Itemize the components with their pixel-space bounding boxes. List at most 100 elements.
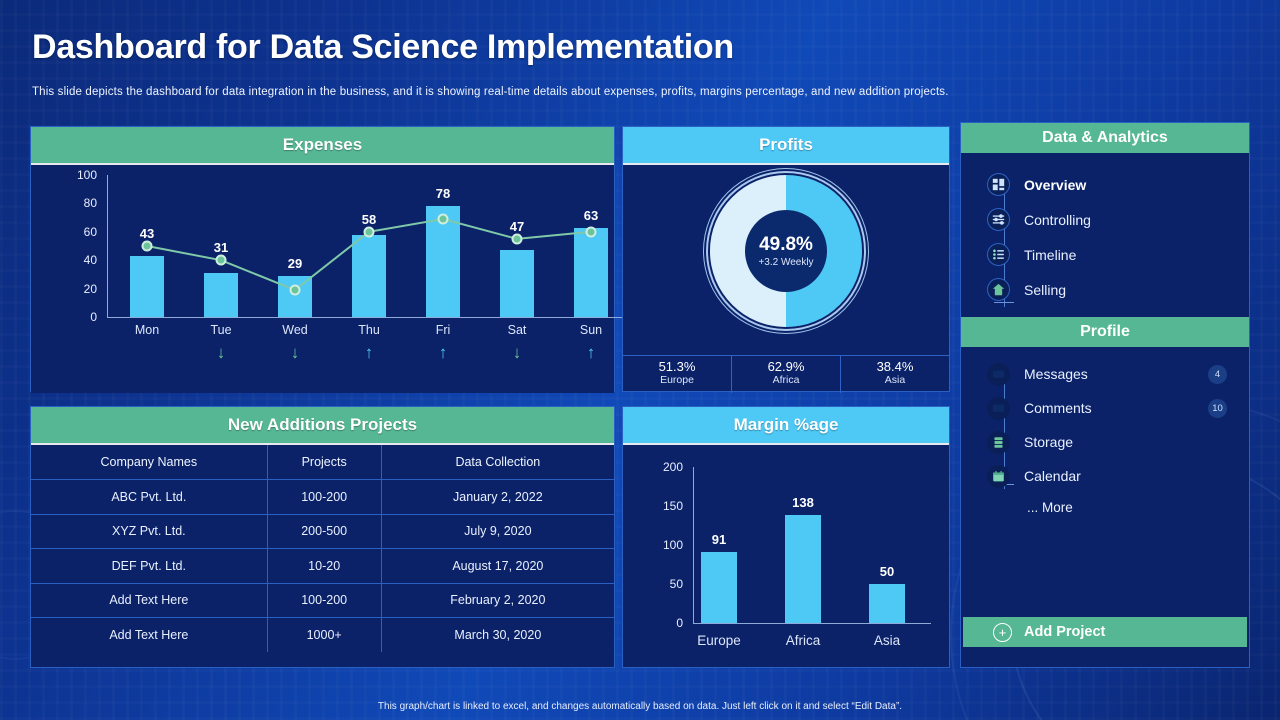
margin-title: Margin %age — [623, 407, 949, 443]
table-row[interactable]: XYZ Pvt. Ltd. 200-500 July 9, 2020 — [31, 514, 614, 549]
donut-center: 49.8% +3.2 Weekly — [745, 210, 827, 292]
message-icon — [987, 362, 1010, 386]
plus-icon: + — [993, 622, 1012, 642]
profile-item-label: Calendar — [1024, 468, 1081, 484]
projects-table: Company Names Projects Data Collection ABC… — [31, 445, 614, 652]
trend-arrow-down: ↓ — [512, 343, 522, 362]
profile-item-storage[interactable]: Storage — [961, 425, 1249, 459]
table-cell: February 2, 2020 — [381, 583, 614, 618]
expenses-bar[interactable] — [130, 255, 164, 317]
sidebar-item-overview[interactable]: Overview — [961, 167, 1249, 202]
trend-marker[interactable] — [141, 240, 153, 252]
expenses-bar[interactable] — [278, 275, 312, 317]
table-cell: XYZ Pvt. Ltd. — [31, 514, 268, 549]
projects-table-wrap: Company Names Projects Data Collection ABC… — [31, 445, 614, 652]
x-axis-label: Wed — [282, 323, 308, 337]
sidebar-item-label: Timeline — [1024, 246, 1077, 263]
table-row[interactable]: Add Text Here 100-200 February 2, 2020 — [31, 583, 614, 618]
table-cell: Add Text Here — [31, 617, 268, 652]
table-header-row: Company Names Projects Data Collection — [31, 445, 614, 480]
list-icon — [987, 243, 1010, 266]
profits-title: Profits — [623, 127, 949, 163]
projects-panel: New Additions Projects Company Names Proj… — [30, 406, 615, 668]
profile-item-label: Messages — [1024, 366, 1088, 382]
expenses-chart[interactable]: 0 20 40 60 80 100 43 31 29 58 78 47 63 Mon Tue ↓ Wed ↓ Thu… — [31, 165, 629, 393]
table-row[interactable]: Add Text Here 1000+ March 30, 2020 — [31, 617, 614, 652]
margin-chart[interactable]: 0 50 100 150 200 91 Europe 138 Africa 50 Asia — [623, 445, 949, 667]
profile-item-calendar[interactable]: Calendar — [961, 459, 1249, 493]
sidebar-item-label: Controlling — [1024, 211, 1091, 228]
expenses-panel: Expenses 0 20 40 60 80 100 43 31 29 58 78 47 63 Mon Tu… — [30, 126, 629, 393]
expenses-bar[interactable] — [574, 227, 608, 317]
margin-bar[interactable] — [785, 515, 821, 623]
y-axis-tick: 40 — [83, 253, 97, 268]
nav-connector-end — [994, 302, 1014, 303]
trend-marker[interactable] — [437, 213, 449, 225]
trend-marker[interactable] — [511, 233, 523, 245]
profit-stat-value: 38.4% — [876, 359, 914, 374]
x-axis-label: Africa — [785, 633, 821, 648]
profit-stat: 62.9% Africa — [732, 356, 841, 393]
donut-sublabel: +3.2 Weekly — [758, 257, 814, 268]
expenses-bar[interactable] — [352, 234, 386, 317]
bar-value-label: 47 — [509, 218, 525, 234]
profile-item-messages[interactable]: Messages 4 — [961, 357, 1249, 391]
bar-value-label: 43 — [139, 226, 155, 241]
trend-marker[interactable] — [585, 226, 597, 238]
expenses-bar[interactable] — [204, 272, 238, 317]
table-column-header: Data Collection — [381, 445, 614, 480]
analytics-nav: Overview Controlling Timeline Selling — [961, 153, 1249, 317]
y-axis-tick: 150 — [662, 499, 683, 513]
y-axis-tick: 20 — [83, 281, 97, 296]
profile-item-comments[interactable]: Comments 10 — [961, 391, 1249, 425]
table-cell: DEF Pvt. Ltd. — [31, 548, 268, 584]
profile-item-label: Storage — [1024, 434, 1074, 450]
table-column-header: Projects — [267, 445, 382, 480]
storage-icon — [987, 430, 1010, 454]
donut-percentage: 49.8% — [759, 234, 813, 255]
table-cell: January 2, 2022 — [381, 479, 614, 515]
sidebar-item-selling[interactable]: Selling — [961, 272, 1249, 307]
trend-marker[interactable] — [289, 284, 301, 296]
divider — [623, 163, 949, 165]
y-axis-tick: 100 — [76, 168, 97, 182]
margin-bar[interactable] — [869, 584, 905, 623]
trend-arrow-up: ↑ — [364, 343, 374, 362]
table-cell: July 9, 2020 — [381, 514, 614, 549]
bar-value-label: 138 — [792, 495, 814, 511]
profits-panel: Profits 49.8% +3.2 Weekly 51.3% Europe 62.… — [622, 126, 950, 393]
profile-item-badge: 10 — [1208, 398, 1227, 418]
bar-value-label: 50 — [879, 564, 895, 579]
trend-arrow-down: ↓ — [216, 343, 226, 362]
sidebar-item-label: Overview — [1024, 176, 1087, 193]
home-icon — [987, 278, 1010, 301]
x-axis-line — [693, 623, 931, 624]
profile-list: Messages 4 Comments 10 Storage Calendar ... Mo… — [961, 347, 1249, 533]
y-axis-line — [107, 175, 108, 317]
projects-title: New Additions Projects — [31, 407, 614, 443]
table-cell: 200-500 — [267, 514, 382, 549]
trend-marker[interactable] — [363, 226, 375, 238]
table-cell: Add Text Here — [31, 583, 268, 618]
sidebar-item-timeline[interactable]: Timeline — [961, 237, 1249, 272]
trend-marker[interactable] — [215, 254, 227, 266]
dashboard-grid-icon — [987, 173, 1010, 196]
profit-stat: 38.4% Asia — [841, 356, 949, 393]
bar-value-label: 31 — [213, 240, 229, 256]
y-axis-tick: 60 — [83, 224, 97, 239]
more-link[interactable]: ... More — [1027, 500, 1073, 515]
sidebar-item-controlling[interactable]: Controlling — [961, 202, 1249, 237]
table-row[interactable]: DEF Pvt. Ltd. 10-20 August 17, 2020 — [31, 548, 614, 584]
divider — [31, 163, 614, 165]
x-axis-label: Sat — [507, 323, 527, 337]
table-row[interactable]: ABC Pvt. Ltd. 100-200 January 2, 2022 — [31, 479, 614, 515]
margin-bar[interactable] — [701, 552, 737, 623]
add-project-button[interactable]: + Add Project — [963, 617, 1247, 647]
expenses-bar[interactable] — [500, 250, 534, 317]
table-cell: 100-200 — [267, 479, 382, 515]
profile-connector — [1004, 365, 1005, 489]
table-cell: ABC Pvt. Ltd. — [31, 479, 268, 515]
y-axis-tick: 200 — [662, 460, 683, 474]
x-axis-line — [107, 317, 629, 318]
profits-donut-chart[interactable]: 49.8% +3.2 Weekly — [623, 165, 949, 355]
